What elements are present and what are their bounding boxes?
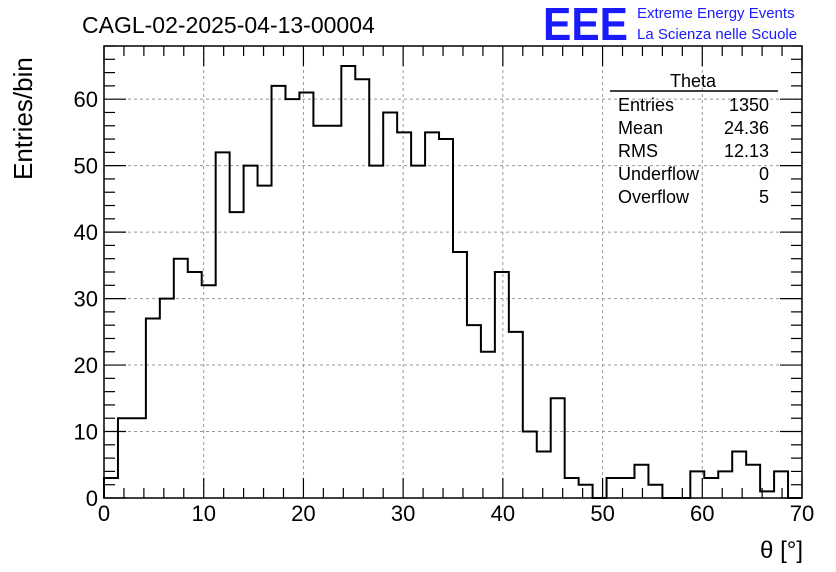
stats-box-title: Theta	[670, 71, 717, 91]
y-tick-label: 0	[86, 486, 98, 511]
stats-label: Entries	[618, 95, 674, 115]
x-tick-label: 40	[491, 501, 515, 526]
eee-logo-mark: EEE	[543, 0, 628, 50]
stats-value: 1350	[729, 95, 769, 115]
x-tick-label: 0	[98, 501, 110, 526]
stats-label: Underflow	[618, 164, 700, 184]
eee-logo-line2: La Scienza nelle Scuole	[637, 26, 797, 43]
stats-value: 24.36	[724, 118, 769, 138]
eee-logo-line1: Extreme Energy Events	[637, 5, 795, 22]
y-axis-label: Entries/bin	[8, 57, 38, 180]
y-tick-label: 30	[74, 287, 98, 312]
stats-label: Mean	[618, 118, 663, 138]
stats-value: 12.13	[724, 141, 769, 161]
y-tick-label: 50	[74, 154, 98, 179]
y-tick-label: 40	[74, 220, 98, 245]
stats-box: Theta Entries 1350 Mean 24.36 RMS 12.13 Underf…	[610, 71, 778, 207]
chart-title: CAGL-02-2025-04-13-00004	[82, 12, 375, 38]
y-tick-labels: 0 10 20 30 40 50 60	[74, 87, 98, 511]
x-tick-label: 20	[291, 501, 315, 526]
y-tick-label: 60	[74, 87, 98, 112]
grid-lines	[104, 46, 802, 498]
stats-value: 0	[759, 164, 769, 184]
y-tick-label: 10	[74, 420, 98, 445]
stats-label: Overflow	[618, 187, 690, 207]
x-tick-labels: 0 10 20 30 40 50 60 70	[98, 501, 814, 526]
stats-label: RMS	[618, 141, 658, 161]
stats-value: 5	[759, 187, 769, 207]
plot-frame	[103, 45, 803, 499]
eee-logo: EEE Extreme Energy Events La Scienza nel…	[543, 0, 797, 50]
x-tick-label: 50	[590, 501, 614, 526]
y-tick-label: 20	[74, 353, 98, 378]
x-tick-label: 70	[790, 501, 814, 526]
x-tick-label: 30	[391, 501, 415, 526]
x-tick-label: 10	[191, 501, 215, 526]
x-axis-label: θ [°]	[760, 537, 803, 564]
axis-ticks	[103, 45, 803, 499]
x-tick-label: 60	[690, 501, 714, 526]
histogram-outline	[103, 64, 802, 499]
